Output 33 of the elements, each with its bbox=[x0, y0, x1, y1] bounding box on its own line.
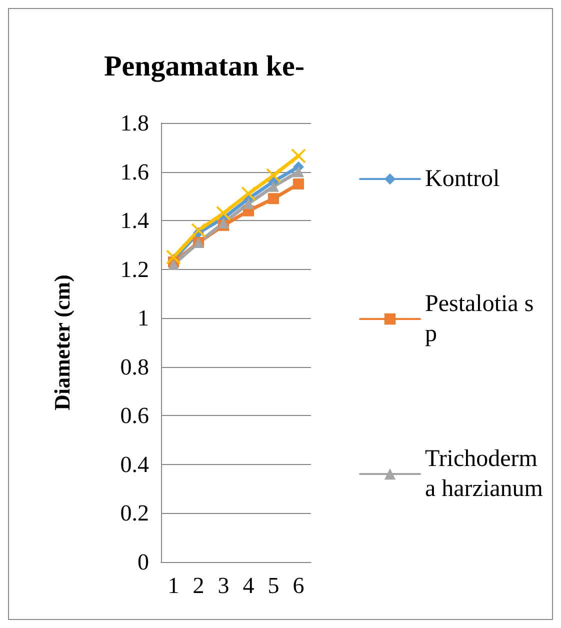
y-tick-label: 1.2 bbox=[120, 256, 149, 282]
y-tick-label: 0.6 bbox=[120, 403, 149, 428]
y-tick-label: 0.4 bbox=[120, 452, 150, 477]
x-tick-label: 1 bbox=[168, 573, 180, 598]
y-tick-label: 0 bbox=[138, 550, 149, 574]
x-tick-label: 4 bbox=[242, 573, 255, 598]
point bbox=[191, 222, 206, 238]
legend-label: Kontrol bbox=[425, 166, 500, 192]
y-tick-label: 0.8 bbox=[120, 354, 149, 380]
x-tick-label: 6 bbox=[292, 573, 304, 598]
y-tick-label: 1.6 bbox=[120, 159, 149, 184]
y-tick-label: 1 bbox=[138, 306, 149, 331]
point bbox=[166, 250, 181, 265]
point bbox=[266, 168, 281, 183]
x-tick-label: 2 bbox=[192, 573, 204, 598]
y-tick-label: 0.2 bbox=[120, 500, 149, 526]
point bbox=[291, 148, 306, 164]
chart-title: Pengamatan ke- bbox=[104, 50, 305, 82]
point bbox=[216, 206, 231, 221]
x-tick-label: 5 bbox=[268, 573, 280, 598]
point bbox=[241, 186, 256, 202]
point bbox=[218, 217, 229, 228]
point bbox=[243, 198, 254, 209]
point bbox=[293, 166, 304, 178]
y-tick-label: 1.4 bbox=[120, 208, 150, 234]
legend-label: Trichoderma harzianum bbox=[425, 446, 544, 502]
y-tick-label: 1.8 bbox=[120, 110, 149, 136]
x-tick-label: 3 bbox=[218, 573, 230, 598]
legend-label: Pestalotia sp bbox=[425, 291, 534, 347]
point bbox=[268, 180, 279, 192]
y-axis-title: Diameter (cm) bbox=[50, 274, 74, 410]
point bbox=[268, 193, 279, 204]
point bbox=[293, 178, 304, 190]
